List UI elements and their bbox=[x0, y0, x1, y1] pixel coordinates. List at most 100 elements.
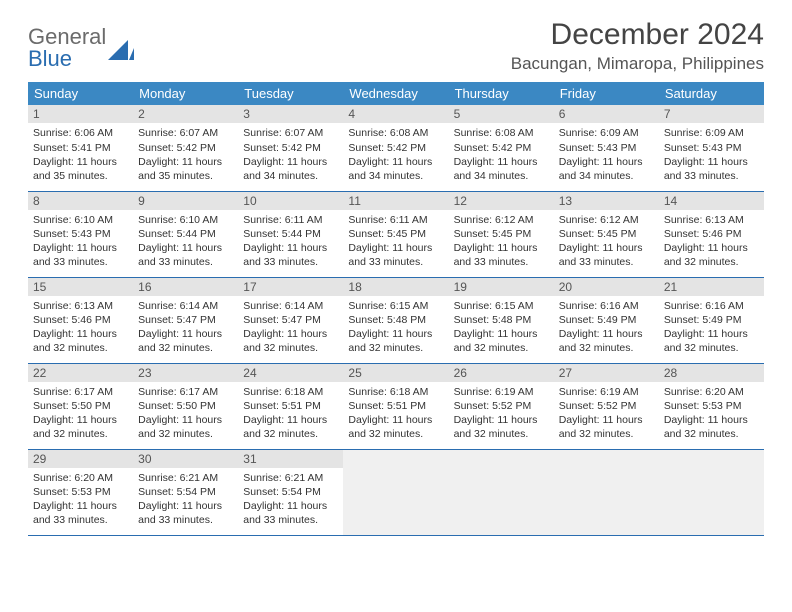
day-number: 18 bbox=[343, 278, 448, 296]
calendar-row: 1Sunrise: 6:06 AMSunset: 5:41 PMDaylight… bbox=[28, 105, 764, 191]
day-content: Sunrise: 6:15 AMSunset: 5:48 PMDaylight:… bbox=[449, 296, 554, 360]
calendar-cell: 21Sunrise: 6:16 AMSunset: 5:49 PMDayligh… bbox=[659, 277, 764, 363]
calendar-cell bbox=[554, 449, 659, 535]
day-number: 26 bbox=[449, 364, 554, 382]
day-number: 1 bbox=[28, 105, 133, 123]
weekday-header: Tuesday bbox=[238, 82, 343, 105]
calendar-cell: 14Sunrise: 6:13 AMSunset: 5:46 PMDayligh… bbox=[659, 191, 764, 277]
day-content: Sunrise: 6:10 AMSunset: 5:43 PMDaylight:… bbox=[28, 210, 133, 274]
weekday-header: Sunday bbox=[28, 82, 133, 105]
day-number: 12 bbox=[449, 192, 554, 210]
weekday-header: Wednesday bbox=[343, 82, 448, 105]
day-number: 6 bbox=[554, 105, 659, 123]
day-content: Sunrise: 6:21 AMSunset: 5:54 PMDaylight:… bbox=[238, 468, 343, 532]
header: General Blue December 2024 Bacungan, Mim… bbox=[28, 18, 764, 74]
day-content: Sunrise: 6:20 AMSunset: 5:53 PMDaylight:… bbox=[28, 468, 133, 532]
day-number: 8 bbox=[28, 192, 133, 210]
day-number: 29 bbox=[28, 450, 133, 468]
day-number: 25 bbox=[343, 364, 448, 382]
brand-text: General Blue bbox=[28, 26, 106, 70]
day-number: 9 bbox=[133, 192, 238, 210]
day-number: 31 bbox=[238, 450, 343, 468]
brand-line2: Blue bbox=[28, 46, 72, 71]
calendar-cell: 9Sunrise: 6:10 AMSunset: 5:44 PMDaylight… bbox=[133, 191, 238, 277]
calendar-cell: 3Sunrise: 6:07 AMSunset: 5:42 PMDaylight… bbox=[238, 105, 343, 191]
day-number: 2 bbox=[133, 105, 238, 123]
day-number: 21 bbox=[659, 278, 764, 296]
day-number: 7 bbox=[659, 105, 764, 123]
day-content: Sunrise: 6:18 AMSunset: 5:51 PMDaylight:… bbox=[343, 382, 448, 446]
day-content: Sunrise: 6:08 AMSunset: 5:42 PMDaylight:… bbox=[449, 123, 554, 187]
calendar-cell: 11Sunrise: 6:11 AMSunset: 5:45 PMDayligh… bbox=[343, 191, 448, 277]
day-number: 17 bbox=[238, 278, 343, 296]
day-content: Sunrise: 6:13 AMSunset: 5:46 PMDaylight:… bbox=[28, 296, 133, 360]
weekday-header: Friday bbox=[554, 82, 659, 105]
day-content: Sunrise: 6:07 AMSunset: 5:42 PMDaylight:… bbox=[238, 123, 343, 187]
day-content: Sunrise: 6:17 AMSunset: 5:50 PMDaylight:… bbox=[28, 382, 133, 446]
calendar-cell: 19Sunrise: 6:15 AMSunset: 5:48 PMDayligh… bbox=[449, 277, 554, 363]
calendar-cell: 15Sunrise: 6:13 AMSunset: 5:46 PMDayligh… bbox=[28, 277, 133, 363]
day-content: Sunrise: 6:12 AMSunset: 5:45 PMDaylight:… bbox=[449, 210, 554, 274]
calendar-cell: 13Sunrise: 6:12 AMSunset: 5:45 PMDayligh… bbox=[554, 191, 659, 277]
calendar-cell: 28Sunrise: 6:20 AMSunset: 5:53 PMDayligh… bbox=[659, 363, 764, 449]
calendar-cell: 25Sunrise: 6:18 AMSunset: 5:51 PMDayligh… bbox=[343, 363, 448, 449]
month-title: December 2024 bbox=[511, 18, 764, 52]
weekday-header-row: Sunday Monday Tuesday Wednesday Thursday… bbox=[28, 82, 764, 105]
calendar-cell: 5Sunrise: 6:08 AMSunset: 5:42 PMDaylight… bbox=[449, 105, 554, 191]
day-content: Sunrise: 6:19 AMSunset: 5:52 PMDaylight:… bbox=[449, 382, 554, 446]
sail-icon bbox=[108, 38, 134, 65]
brand-logo: General Blue bbox=[28, 18, 134, 70]
day-number: 4 bbox=[343, 105, 448, 123]
day-content: Sunrise: 6:16 AMSunset: 5:49 PMDaylight:… bbox=[554, 296, 659, 360]
day-content: Sunrise: 6:07 AMSunset: 5:42 PMDaylight:… bbox=[133, 123, 238, 187]
day-content: Sunrise: 6:10 AMSunset: 5:44 PMDaylight:… bbox=[133, 210, 238, 274]
calendar-cell bbox=[343, 449, 448, 535]
day-content: Sunrise: 6:11 AMSunset: 5:45 PMDaylight:… bbox=[343, 210, 448, 274]
calendar-table: Sunday Monday Tuesday Wednesday Thursday… bbox=[28, 82, 764, 536]
calendar-cell: 24Sunrise: 6:18 AMSunset: 5:51 PMDayligh… bbox=[238, 363, 343, 449]
calendar-cell: 8Sunrise: 6:10 AMSunset: 5:43 PMDaylight… bbox=[28, 191, 133, 277]
day-content: Sunrise: 6:11 AMSunset: 5:44 PMDaylight:… bbox=[238, 210, 343, 274]
day-content: Sunrise: 6:06 AMSunset: 5:41 PMDaylight:… bbox=[28, 123, 133, 187]
day-content: Sunrise: 6:18 AMSunset: 5:51 PMDaylight:… bbox=[238, 382, 343, 446]
calendar-cell: 6Sunrise: 6:09 AMSunset: 5:43 PMDaylight… bbox=[554, 105, 659, 191]
calendar-cell: 4Sunrise: 6:08 AMSunset: 5:42 PMDaylight… bbox=[343, 105, 448, 191]
day-content: Sunrise: 6:13 AMSunset: 5:46 PMDaylight:… bbox=[659, 210, 764, 274]
calendar-cell: 12Sunrise: 6:12 AMSunset: 5:45 PMDayligh… bbox=[449, 191, 554, 277]
day-number: 22 bbox=[28, 364, 133, 382]
day-content: Sunrise: 6:14 AMSunset: 5:47 PMDaylight:… bbox=[238, 296, 343, 360]
calendar-row: 8Sunrise: 6:10 AMSunset: 5:43 PMDaylight… bbox=[28, 191, 764, 277]
title-block: December 2024 Bacungan, Mimaropa, Philip… bbox=[511, 18, 764, 74]
day-content: Sunrise: 6:12 AMSunset: 5:45 PMDaylight:… bbox=[554, 210, 659, 274]
calendar-cell: 1Sunrise: 6:06 AMSunset: 5:41 PMDaylight… bbox=[28, 105, 133, 191]
calendar-cell bbox=[449, 449, 554, 535]
calendar-cell: 31Sunrise: 6:21 AMSunset: 5:54 PMDayligh… bbox=[238, 449, 343, 535]
weekday-header: Thursday bbox=[449, 82, 554, 105]
calendar-cell: 20Sunrise: 6:16 AMSunset: 5:49 PMDayligh… bbox=[554, 277, 659, 363]
day-number: 30 bbox=[133, 450, 238, 468]
calendar-row: 22Sunrise: 6:17 AMSunset: 5:50 PMDayligh… bbox=[28, 363, 764, 449]
day-number: 20 bbox=[554, 278, 659, 296]
day-content: Sunrise: 6:15 AMSunset: 5:48 PMDaylight:… bbox=[343, 296, 448, 360]
day-content: Sunrise: 6:17 AMSunset: 5:50 PMDaylight:… bbox=[133, 382, 238, 446]
day-content: Sunrise: 6:09 AMSunset: 5:43 PMDaylight:… bbox=[554, 123, 659, 187]
day-number: 15 bbox=[28, 278, 133, 296]
calendar-cell: 16Sunrise: 6:14 AMSunset: 5:47 PMDayligh… bbox=[133, 277, 238, 363]
day-content: Sunrise: 6:16 AMSunset: 5:49 PMDaylight:… bbox=[659, 296, 764, 360]
day-number: 23 bbox=[133, 364, 238, 382]
day-number: 27 bbox=[554, 364, 659, 382]
day-content: Sunrise: 6:14 AMSunset: 5:47 PMDaylight:… bbox=[133, 296, 238, 360]
calendar-cell: 22Sunrise: 6:17 AMSunset: 5:50 PMDayligh… bbox=[28, 363, 133, 449]
day-number: 28 bbox=[659, 364, 764, 382]
weekday-header: Monday bbox=[133, 82, 238, 105]
calendar-row: 15Sunrise: 6:13 AMSunset: 5:46 PMDayligh… bbox=[28, 277, 764, 363]
calendar-cell: 10Sunrise: 6:11 AMSunset: 5:44 PMDayligh… bbox=[238, 191, 343, 277]
calendar-cell: 2Sunrise: 6:07 AMSunset: 5:42 PMDaylight… bbox=[133, 105, 238, 191]
calendar-cell: 27Sunrise: 6:19 AMSunset: 5:52 PMDayligh… bbox=[554, 363, 659, 449]
calendar-cell: 30Sunrise: 6:21 AMSunset: 5:54 PMDayligh… bbox=[133, 449, 238, 535]
weekday-header: Saturday bbox=[659, 82, 764, 105]
day-number: 3 bbox=[238, 105, 343, 123]
day-number: 24 bbox=[238, 364, 343, 382]
day-content: Sunrise: 6:20 AMSunset: 5:53 PMDaylight:… bbox=[659, 382, 764, 446]
day-content: Sunrise: 6:19 AMSunset: 5:52 PMDaylight:… bbox=[554, 382, 659, 446]
